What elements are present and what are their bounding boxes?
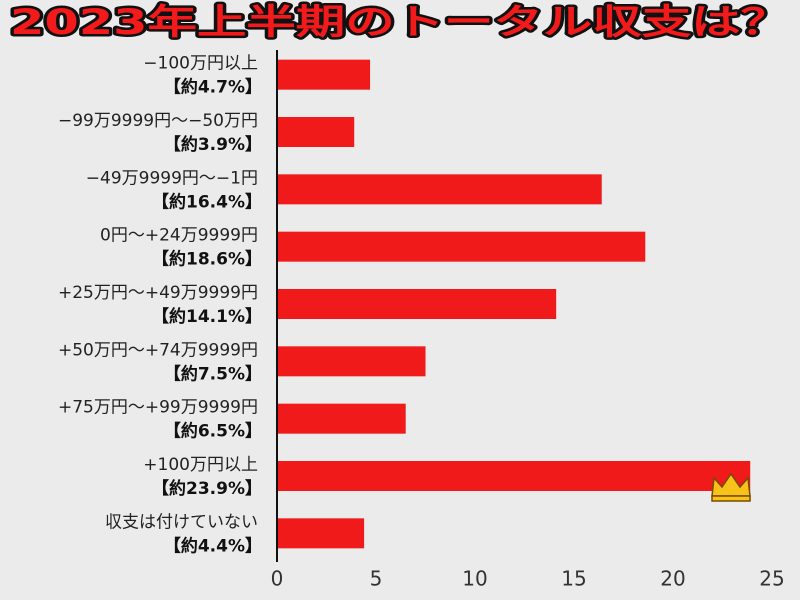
value-label: 【約6.5%】 [164, 421, 262, 442]
category-label: +100万円以上 [143, 455, 258, 475]
category-label: −49万9999円〜−1円 [86, 168, 258, 188]
bar [277, 461, 751, 491]
chart-title: 2023年上半期のトータル収支は？ [10, 3, 790, 43]
x-tick-label: 5 [370, 567, 383, 591]
value-label: 【約4.7%】 [164, 77, 262, 98]
value-label: 【約3.9%】 [164, 134, 262, 155]
crown-icon [711, 472, 751, 502]
x-tick-label: 20 [660, 567, 685, 591]
bar [277, 289, 557, 319]
x-tick-label: 25 [759, 567, 784, 591]
bar [277, 117, 355, 147]
bar [277, 403, 406, 434]
x-tick-label: 0 [271, 567, 284, 591]
value-label: 【約14.1%】 [152, 306, 262, 327]
x-tick-label: 10 [462, 567, 487, 591]
category-label: +25万円〜+49万9999円 [58, 283, 258, 303]
bar [277, 174, 602, 205]
value-label: 【約23.9%】 [152, 478, 262, 499]
value-label: 【約18.6%】 [152, 249, 262, 270]
bar [277, 518, 365, 549]
value-label: 【約4.4%】 [164, 535, 262, 556]
value-label: 【約16.4%】 [152, 191, 262, 212]
category-label: +75万円〜+99万9999円 [58, 398, 258, 418]
category-label: −100万円以上 [143, 54, 258, 74]
value-label: 【約7.5%】 [164, 363, 262, 384]
category-label: −99万9999円〜−50万円 [58, 111, 258, 131]
bar [277, 346, 426, 377]
category-label: 収支は付けていない [105, 512, 258, 532]
category-label: 0円〜+24万9999円 [100, 226, 258, 246]
bar [277, 231, 646, 262]
bar [277, 59, 371, 90]
x-tick-label: 15 [561, 567, 586, 591]
category-label: +50万円〜+74万9999円 [58, 340, 258, 360]
